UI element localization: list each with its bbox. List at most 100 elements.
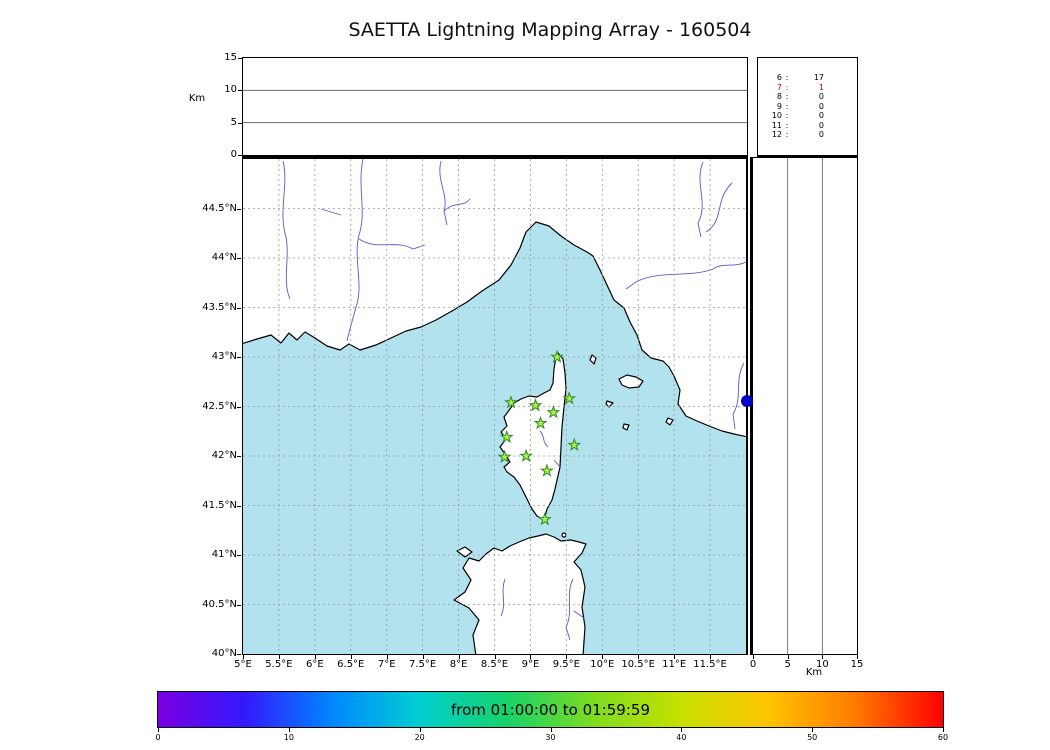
river: [553, 459, 561, 468]
station-count: 0: [818, 111, 824, 120]
axis-tick: [158, 728, 159, 732]
stat-separator: :: [785, 111, 789, 120]
axis-tick: [681, 728, 683, 732]
figure-title: SAETTA Lightning Mapping Array - 160504: [348, 19, 752, 41]
axis-tick: [550, 728, 552, 732]
island-asinara: [456, 546, 473, 558]
longitude-tick-label: 6°E: [306, 659, 324, 670]
axis-tick: [237, 208, 241, 210]
latitude-tick-label: 44.5°N: [202, 202, 237, 214]
longitude-tick-label: 6.5°E: [337, 659, 365, 670]
axis-tick: [857, 655, 858, 659]
latitude-tick-label: 42°N: [211, 450, 237, 461]
station-count-row: 9: 0: [766, 102, 857, 112]
latitude-tick-label: 43.5°N: [202, 301, 237, 313]
river: [320, 208, 342, 216]
alt-tick-label: 10: [224, 84, 237, 96]
longitude-tick-label: 11°E: [662, 659, 687, 670]
station-star-marker: [562, 391, 577, 405]
colorbar-tick-label: 20: [414, 733, 425, 742]
axis-tick: [787, 655, 789, 659]
alt-lat-tick-label: 0: [749, 659, 757, 670]
alt-tick-label: 0: [230, 149, 237, 160]
river: [625, 268, 714, 290]
axis-tick: [238, 90, 242, 92]
alt-vs-lon-panel: [242, 57, 748, 158]
stat-separator: :: [785, 101, 789, 111]
stat-separator: :: [785, 73, 789, 82]
axis-tick: [288, 728, 290, 732]
station-id: 6: [776, 73, 782, 82]
river: [346, 159, 364, 342]
station-count: 0: [818, 101, 824, 111]
map-gridlines: [243, 159, 746, 654]
map-panel: [242, 157, 748, 655]
station-count: 0: [818, 130, 824, 139]
axis-tick: [386, 655, 388, 659]
axis-tick: [602, 655, 604, 659]
axis-tick: [419, 728, 421, 732]
axis-tick: [237, 505, 241, 507]
alt-lat-tick-label: 5: [784, 659, 791, 670]
station-id: 9: [776, 101, 782, 111]
alt-lat-tick-label: 15: [850, 659, 864, 670]
axis-tick: [943, 728, 944, 732]
colorbar-tick-label: 0: [155, 733, 161, 742]
axis-tick: [753, 655, 754, 659]
longitude-tick-label: 7°E: [377, 659, 396, 670]
station-star-marker: [528, 398, 543, 412]
station-star-marker: [504, 395, 518, 409]
longitude-tick-label: 10°E: [590, 659, 615, 670]
stat-separator: :: [785, 82, 789, 92]
station-star-marker: [519, 448, 534, 462]
river: [282, 160, 291, 300]
axis-tick: [822, 655, 824, 659]
island-elba: [618, 374, 644, 389]
station-count-row: 12: 0: [766, 130, 857, 140]
rivers: [282, 159, 746, 641]
altitude-axis-label: Km: [188, 93, 206, 104]
station-star-marker: [546, 405, 561, 419]
stat-separator: :: [785, 130, 789, 139]
axis-tick: [278, 655, 280, 659]
latitude-tick-label: 44°N: [211, 252, 237, 263]
station-star-marker: [533, 415, 548, 430]
station-count: 1: [818, 82, 824, 92]
latitude-tick-label: 41°N: [211, 549, 237, 560]
station-star-marker: [550, 349, 564, 363]
longitude-tick-label: 5.5°E: [265, 659, 293, 670]
station-count-row: 11: 0: [766, 121, 857, 131]
latitude-tick-label: 40°N: [211, 648, 237, 659]
axis-tick: [238, 155, 242, 156]
longitude-tick-label: 9.5°E: [552, 659, 580, 670]
longitude-tick-label: 10.5°E: [621, 659, 655, 670]
longitude-tick-label: 9°E: [521, 659, 540, 670]
island-giglio: [665, 417, 674, 426]
island-pianosa: [605, 400, 614, 408]
latitude-tick-label: 43°N: [211, 351, 237, 362]
longitude-tick-label: 11.5°E: [693, 659, 727, 670]
station-star-marker: [567, 437, 582, 452]
axis-tick: [237, 406, 241, 408]
sardinia-coast: [453, 533, 587, 654]
station-count-row: 8: 0: [766, 92, 857, 102]
axis-tick: [238, 122, 242, 124]
lightning-source-dot: [741, 394, 753, 407]
latitude-tick-label: 40.5°N: [202, 598, 237, 610]
station-count-row: 7: 1: [766, 83, 857, 93]
axis-tick: [422, 655, 424, 659]
axis-tick: [566, 655, 568, 659]
axis-tick: [237, 258, 241, 259]
island-maddalena: [561, 532, 567, 538]
mainland-coast: [243, 159, 746, 438]
axis-tick: [530, 655, 532, 659]
axis-tick: [638, 655, 640, 659]
time-colorbar: from 01:00:00 to 01:59:59: [157, 691, 944, 728]
colorbar-tick-label: 50: [807, 733, 818, 742]
alt-lat-tick-label: 10: [815, 659, 829, 670]
river: [732, 362, 745, 430]
station-id: 7: [776, 82, 782, 92]
station-star-marker: [499, 429, 514, 444]
alt-tick-label: 15: [224, 52, 237, 63]
